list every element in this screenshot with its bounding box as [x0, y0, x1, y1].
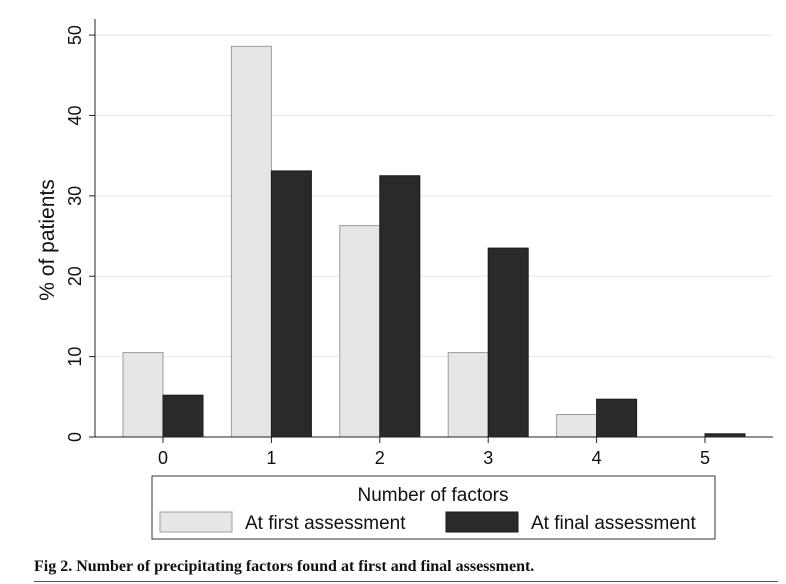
legend-label-first-assessment: At first assessment [245, 513, 406, 534]
bar-final-0 [162, 394, 204, 438]
legend-box [151, 475, 716, 540]
y-tick-label: 30 [65, 186, 85, 206]
y-tick-label: 20 [65, 266, 85, 286]
x-tick-label: 1 [266, 448, 276, 468]
legend-label-final-assessment: At final assessment [531, 513, 696, 534]
bar-first-0 [122, 352, 164, 438]
bar-final-3 [487, 247, 529, 438]
bar-first-4 [556, 413, 598, 438]
y-axis-title: % of patients [36, 179, 59, 300]
bar-final-1 [270, 170, 312, 438]
bar-first-1 [230, 45, 272, 438]
bar-final-2 [379, 175, 421, 438]
y-tick-label: 50 [65, 25, 85, 45]
y-tick-label: 40 [65, 105, 85, 125]
x-axis-title: Number of factors [358, 485, 509, 506]
y-tick-label: 0 [65, 432, 85, 442]
y-axis-ticks: 0 10 20 30 40 50 [65, 25, 95, 442]
x-tick-label: 3 [483, 448, 493, 468]
legend-swatch-final-assessment [445, 511, 519, 533]
legend-swatch-first-assessment [159, 511, 233, 533]
figure-caption: Fig 2. Number of precipitating factors f… [34, 558, 535, 575]
bar-first-3 [447, 352, 489, 438]
caption-divider [34, 581, 778, 582]
x-tick-label: 5 [700, 448, 710, 468]
bar-final-4 [596, 398, 638, 438]
y-tick-label: 10 [65, 347, 85, 367]
x-tick-label: 4 [592, 448, 602, 468]
bar-first-2 [339, 225, 381, 438]
axes [94, 19, 773, 438]
x-tick-label: 2 [375, 448, 385, 468]
grid-lines [95, 34, 773, 358]
legend: Number of factors At first assessment At… [151, 475, 716, 540]
x-tick-label: 0 [158, 448, 168, 468]
bars [122, 45, 746, 438]
x-axis-ticks: 0 1 2 3 4 5 [158, 437, 710, 468]
